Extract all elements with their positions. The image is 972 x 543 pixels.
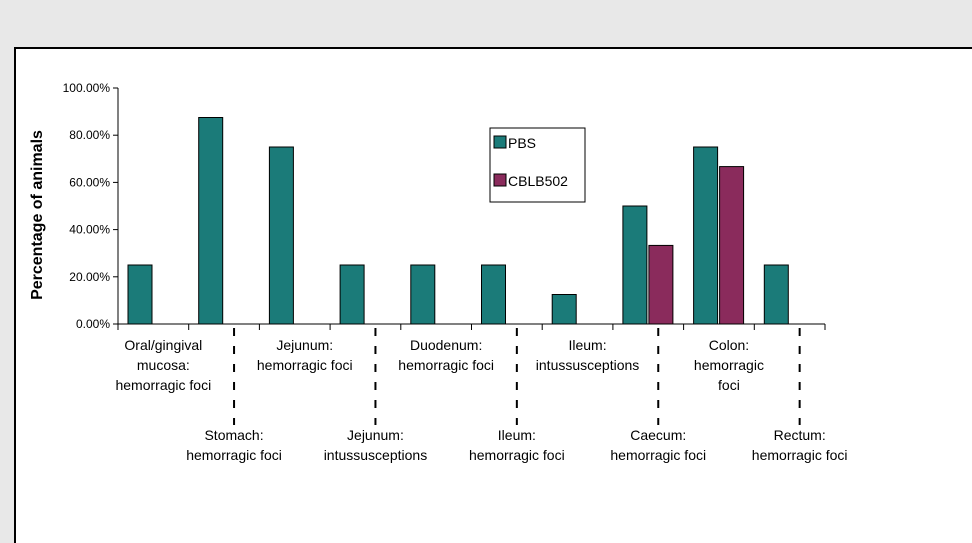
x-tick-label: Caecum: hemorragic foci xyxy=(610,427,706,463)
x-tick-label: Stomach: hemorragic foci xyxy=(186,427,282,463)
y-tick-label: 40.00% xyxy=(69,223,110,237)
bar xyxy=(648,244,674,325)
x-tick-label: Ileum: intussusceptions xyxy=(536,337,640,373)
label-line: mucosa: xyxy=(137,357,190,373)
y-tick-label: 60.00% xyxy=(69,175,110,189)
x-tick-label: Jejunum: hemorragic foci xyxy=(257,337,353,373)
label-line: hemorragic foci xyxy=(752,447,848,463)
y-axis-label: Percentage of animals xyxy=(29,130,46,300)
label-line: hemorragic foci xyxy=(610,447,706,463)
bar xyxy=(198,117,224,325)
y-tick-label: 80.00% xyxy=(69,128,110,142)
label-line: hemorragic foci xyxy=(469,447,565,463)
label-line: hemorragic foci xyxy=(398,357,494,373)
label-line: Rectum: xyxy=(774,427,826,443)
x-tick-label: Ileum: hemorragic foci xyxy=(469,427,565,463)
x-tick-label: Duodenum: hemorragic foci xyxy=(398,337,494,373)
label-line: foci xyxy=(718,377,740,393)
legend-swatch xyxy=(493,135,507,149)
label-line: hemorragic foci xyxy=(186,447,282,463)
label-line: Colon: xyxy=(709,337,749,353)
label-line: Duodenum: xyxy=(410,337,482,353)
label-line: Oral/gingival xyxy=(124,337,202,353)
x-tick-label: Jejunum: intussusceptions xyxy=(324,427,428,463)
label-line: Ileum: xyxy=(568,337,606,353)
x-tick-label: Rectum: hemorragic foci xyxy=(752,427,848,463)
label-line: intussusceptions xyxy=(536,357,640,373)
bar xyxy=(127,264,153,325)
legend-label: PBS xyxy=(508,135,536,151)
bar xyxy=(719,166,745,325)
legend-label: CBLB502 xyxy=(508,173,568,189)
y-tick-label: 0.00% xyxy=(76,317,110,331)
label-line: Stomach: xyxy=(204,427,263,443)
bar xyxy=(622,205,648,325)
bar xyxy=(268,146,294,325)
label-line: intussusceptions xyxy=(324,447,428,463)
label-line: Jejunum: xyxy=(276,337,333,353)
y-tick-label: 100.00% xyxy=(63,81,111,95)
bar xyxy=(763,264,789,325)
y-tick-label: 20.00% xyxy=(69,270,110,284)
bar xyxy=(551,294,577,325)
label-line: Ileum: xyxy=(498,427,536,443)
bar xyxy=(693,146,719,325)
x-tick-label: Oral/gingival mucosa: hemorragic foci xyxy=(115,337,211,393)
label-line: Jejunum: xyxy=(347,427,404,443)
label-line: hemorragic xyxy=(694,357,764,373)
bar xyxy=(339,264,365,325)
label-line: hemorragic foci xyxy=(115,377,211,393)
bar xyxy=(410,264,436,325)
label-line: hemorragic foci xyxy=(257,357,353,373)
label-line: Caecum: xyxy=(630,427,686,443)
x-tick-label: Colon: hemorragic foci xyxy=(694,337,764,393)
bar xyxy=(481,264,506,325)
legend-swatch xyxy=(493,173,507,187)
